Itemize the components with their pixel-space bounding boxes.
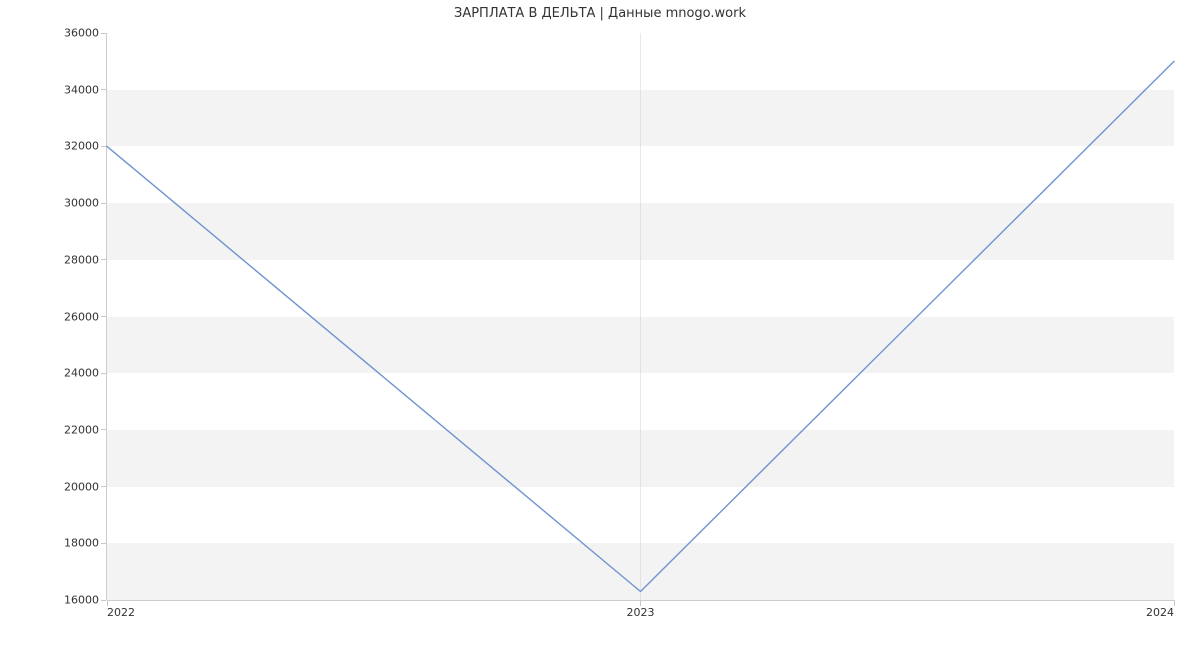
y-tick-mark (101, 316, 106, 317)
y-tick-mark (101, 259, 106, 260)
y-tick-mark (101, 486, 106, 487)
y-tick-mark (101, 429, 106, 430)
plot-area: 1600018000200002200024000260002800030000… (107, 33, 1174, 600)
chart-title: ЗАРПЛАТА В ДЕЛЬТА | Данные mnogo.work (0, 6, 1200, 21)
x-tick-label: 2024 (1146, 600, 1174, 619)
x-tick-mark (640, 600, 641, 606)
y-tick-mark (101, 203, 106, 204)
line-series (107, 33, 1174, 600)
y-tick-mark (101, 146, 106, 147)
y-tick-mark (101, 33, 106, 34)
y-tick-mark (101, 373, 106, 374)
series-line (107, 61, 1174, 591)
y-tick-mark (101, 543, 106, 544)
y-tick-mark (101, 89, 106, 90)
x-tick-mark (107, 600, 108, 606)
x-tick-label: 2022 (107, 600, 135, 619)
x-tick-mark (1174, 600, 1175, 606)
y-tick-mark (101, 600, 106, 601)
